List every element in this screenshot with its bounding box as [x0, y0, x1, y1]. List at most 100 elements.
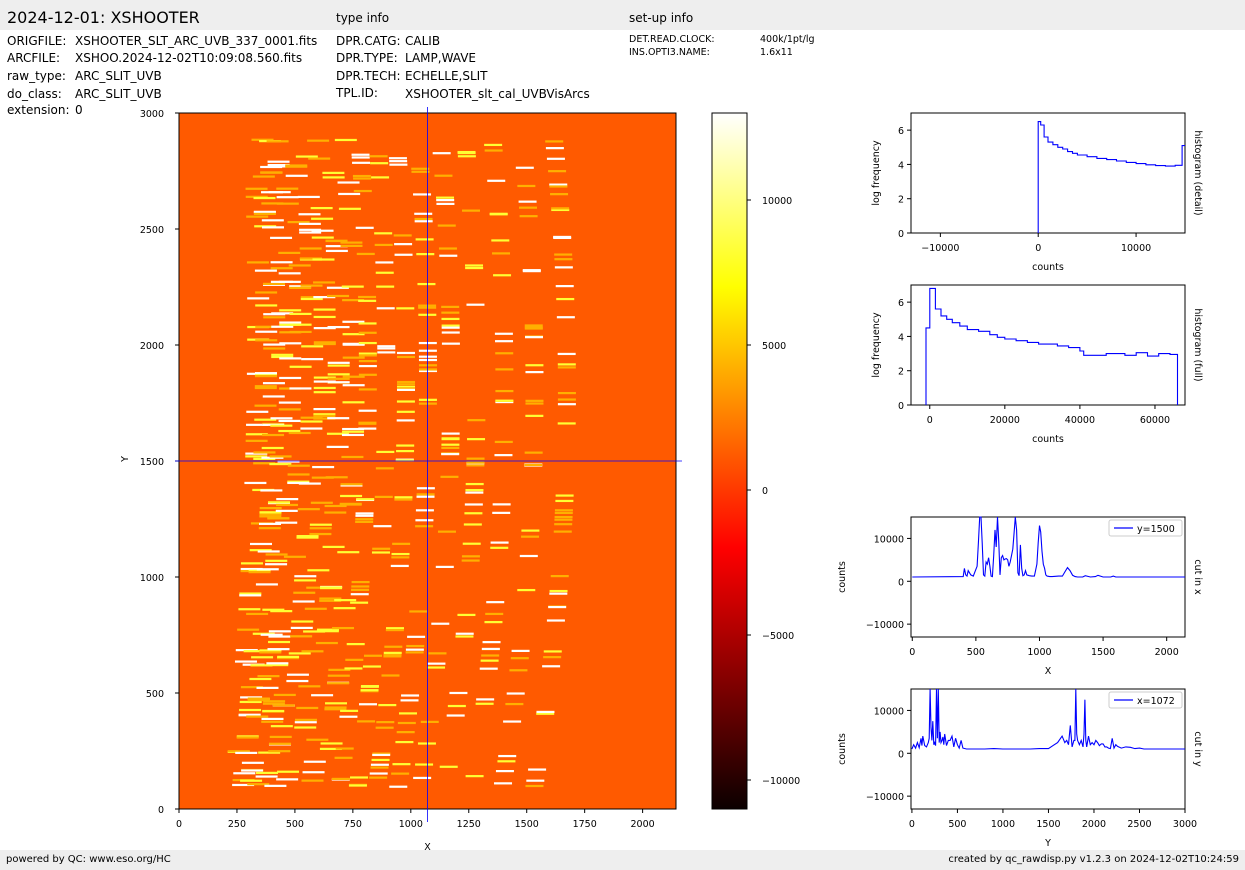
heatmap-y-tick-label: 500 — [146, 689, 164, 700]
heatmap-line — [457, 613, 476, 617]
heatmap-line — [411, 170, 430, 173]
heatmap-line — [461, 555, 480, 558]
heatmap-line — [288, 264, 311, 267]
cut-y-y-axis-label: counts — [837, 733, 848, 765]
heatmap-line — [245, 455, 268, 458]
heatmap-line — [394, 498, 413, 501]
heatmap-line — [271, 353, 294, 356]
cut-x-y-tick-label: −10000 — [866, 620, 904, 631]
heatmap-line — [392, 542, 411, 545]
colorbar-tick-label: −5000 — [762, 631, 794, 642]
heatmap-line — [238, 608, 261, 611]
heatmap-line — [557, 398, 576, 401]
heatmap-line — [262, 282, 285, 285]
heatmap-line — [449, 691, 468, 695]
cut-y-side-label: cut in y — [1192, 731, 1203, 767]
heatmap-line — [439, 254, 458, 257]
heatmap-line — [294, 575, 317, 578]
heatmap-line — [435, 565, 454, 569]
heatmap-line — [494, 440, 513, 444]
heatmap-line — [245, 433, 268, 436]
heatmap-line — [250, 664, 273, 667]
dpr-type-value: LAMP,WAVE — [405, 51, 477, 65]
heatmap-line — [303, 630, 326, 633]
heatmap-x-tick-label: 500 — [286, 819, 304, 830]
heatmap-line — [441, 432, 460, 435]
heatmap-line — [247, 783, 270, 786]
heatmap-line — [553, 236, 572, 240]
heatmap-line — [554, 518, 573, 521]
heatmap-line — [391, 772, 410, 775]
heatmap-line — [370, 162, 389, 165]
heatmap-line — [437, 530, 456, 533]
heatmap-line — [441, 305, 460, 308]
heatmap-line — [322, 171, 345, 174]
heatmap-line — [357, 720, 376, 723]
heatmap-line — [397, 380, 416, 384]
heatmap-line — [495, 769, 514, 773]
heatmap-line — [287, 220, 310, 224]
heatmap-line — [240, 686, 263, 689]
heatmap-line — [359, 703, 378, 706]
heatmap-line — [245, 452, 268, 455]
heatmap-line — [492, 252, 511, 255]
heatmap-line — [407, 635, 426, 638]
heatmap-line — [415, 525, 434, 528]
heatmap-line — [327, 361, 350, 364]
heatmap-line — [255, 583, 278, 586]
heatmap-line — [286, 679, 309, 683]
heatmap-line — [467, 438, 486, 441]
heatmap-line — [383, 655, 402, 658]
heatmap-line — [342, 401, 365, 404]
heatmap-line — [389, 785, 408, 788]
heatmap-line — [550, 574, 569, 578]
heatmap-line — [259, 522, 282, 525]
heatmap-line — [555, 494, 574, 497]
heatmap-line — [353, 189, 372, 193]
heatmap-line — [396, 307, 415, 310]
heatmap-line — [490, 546, 509, 549]
hist-detail-series — [1037, 121, 1185, 233]
heatmap-line — [326, 445, 349, 448]
heatmap-line — [277, 655, 300, 658]
heatmap-line — [313, 308, 336, 311]
hist-detail-y-tick-label: 6 — [898, 126, 904, 137]
heatmap-line — [551, 207, 570, 210]
heatmap-line — [484, 143, 503, 147]
heatmap-line — [394, 496, 413, 499]
heatmap-line — [358, 364, 377, 368]
do-class-value: ARC_SLIT_UVB — [75, 87, 162, 101]
heatmap-line — [338, 207, 361, 210]
heatmap-line — [525, 399, 544, 402]
heatmap-line — [543, 650, 562, 653]
heatmap-line — [352, 161, 371, 164]
heatmap-line — [351, 156, 370, 159]
heatmap-line — [294, 721, 317, 724]
heatmap-line — [342, 299, 365, 302]
heatmap-line — [245, 439, 268, 442]
heatmap-line — [494, 332, 513, 335]
heatmap-line — [320, 586, 343, 589]
heatmap-line — [275, 521, 298, 524]
heatmap-line — [466, 457, 485, 460]
heatmap-line — [259, 511, 282, 514]
heatmap-line — [554, 258, 573, 261]
heatmap-line — [441, 311, 460, 314]
heatmap-line — [252, 175, 275, 178]
heatmap-line — [461, 209, 480, 212]
heatmap-line — [265, 553, 288, 556]
heatmap-line — [355, 520, 374, 523]
heatmap-line — [441, 446, 460, 449]
heatmap-line — [342, 375, 365, 378]
heatmap-line — [396, 444, 415, 447]
heatmap-line — [253, 451, 276, 454]
heatmap-line — [325, 702, 348, 705]
heatmap-x-tick-label: 1750 — [573, 819, 597, 830]
heatmap-line — [227, 750, 250, 753]
heatmap-line — [383, 651, 402, 654]
heatmap-line — [398, 712, 417, 715]
heatmap-line — [276, 202, 299, 205]
heatmap-line — [256, 568, 279, 571]
heatmap-line — [350, 593, 369, 596]
heatmap-x-tick-label: 0 — [176, 819, 182, 830]
